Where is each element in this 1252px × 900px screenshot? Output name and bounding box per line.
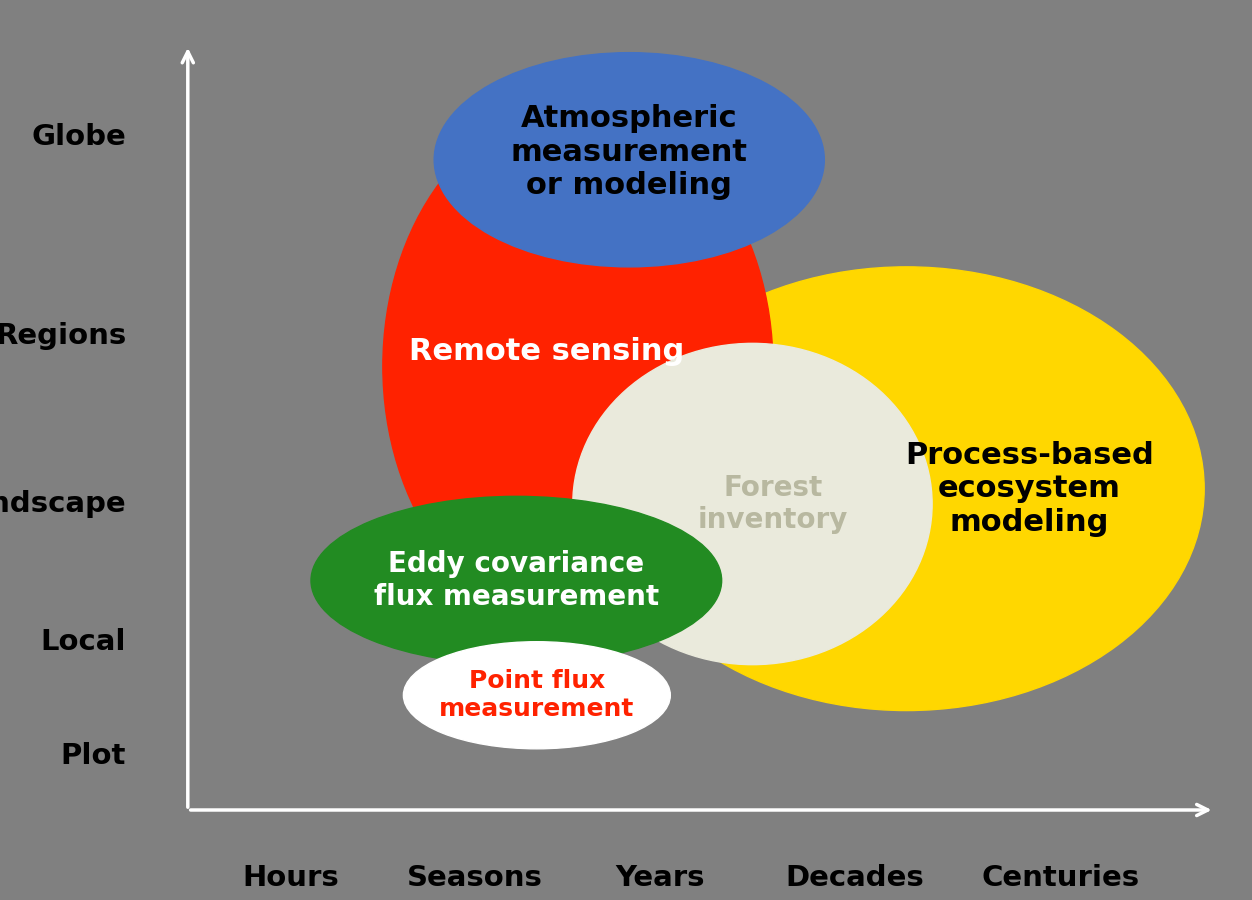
Text: Forest
inventory: Forest inventory [697,473,848,535]
Text: Years: Years [615,864,705,892]
Text: Landscape: Landscape [0,490,126,518]
Ellipse shape [572,344,931,664]
Text: Atmospheric
measurement
or modeling: Atmospheric measurement or modeling [511,104,747,200]
Ellipse shape [383,106,772,626]
Ellipse shape [310,497,721,664]
Text: Centuries: Centuries [982,864,1139,892]
Text: Point flux
measurement: Point flux measurement [439,670,635,721]
Text: Eddy covariance
flux measurement: Eddy covariance flux measurement [374,550,659,611]
Text: Remote sensing: Remote sensing [409,337,685,365]
Text: Decades: Decades [786,864,924,892]
Text: Process-based
ecosystem
modeling: Process-based ecosystem modeling [905,441,1154,536]
Text: Seasons: Seasons [407,864,543,892]
Text: Local: Local [41,627,126,656]
Ellipse shape [403,642,670,749]
Text: Globe: Globe [31,122,126,151]
Text: Hours: Hours [242,864,339,892]
Ellipse shape [434,52,824,266]
Ellipse shape [608,266,1204,711]
Text: Plot: Plot [61,742,126,770]
Text: Regions: Regions [0,321,126,350]
